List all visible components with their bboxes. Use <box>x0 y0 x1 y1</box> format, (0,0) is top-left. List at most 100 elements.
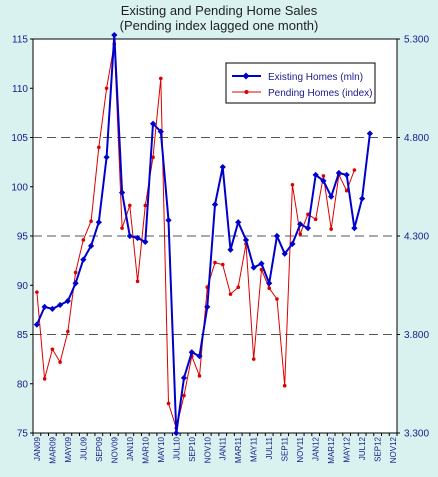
y-right-tick-label: 4.800 <box>404 133 429 144</box>
x-tick-label: JAN12 <box>312 436 321 461</box>
pending-point <box>151 155 155 159</box>
pending-point <box>42 377 47 381</box>
existing-point <box>111 31 118 39</box>
y-right-tick-label: 3.800 <box>404 330 429 341</box>
existing-point <box>126 232 133 240</box>
pending-point <box>321 174 326 178</box>
existing-point <box>149 120 157 127</box>
existing-point <box>258 260 265 267</box>
pending-point <box>97 145 101 150</box>
existing-point <box>157 128 164 135</box>
x-axis: JAN09 MAR09 MAY09 JUL09 SEP09 NOV09 JAN10 MAR10… <box>32 433 398 464</box>
pending-homes-line <box>36 43 355 430</box>
y-left-tick-label: 80 <box>17 379 29 390</box>
pending-point <box>143 203 148 208</box>
pending-point <box>236 285 241 290</box>
existing-point <box>211 201 219 208</box>
pending-point <box>158 76 163 81</box>
existing-point <box>289 240 296 247</box>
existing-point <box>227 246 234 253</box>
pending-point <box>73 270 78 275</box>
pending-point <box>251 357 256 361</box>
pending-point <box>329 227 333 231</box>
pending-point <box>135 279 140 284</box>
x-tick-label: NOV12 <box>389 436 398 463</box>
y-left-tick-label: 90 <box>17 281 29 292</box>
pending-point <box>267 286 272 291</box>
y-right-tick-label: 4.300 <box>404 232 429 243</box>
existing-point <box>103 154 110 161</box>
y-left-tick-label: 75 <box>17 429 29 440</box>
pending-point <box>344 188 349 193</box>
x-tick-label: MAY10 <box>157 436 166 462</box>
pending-point <box>298 232 302 236</box>
x-tick-label: MAY12 <box>343 436 352 462</box>
existing-point <box>359 195 366 202</box>
x-tick-label: JAN09 <box>33 436 42 461</box>
existing-point <box>328 193 335 200</box>
existing-point <box>219 163 226 171</box>
y-left-tick-label: 85 <box>17 330 29 341</box>
x-tick-label: MAR10 <box>141 436 150 463</box>
x-tick-label: SEP11 <box>281 436 290 461</box>
left-axis: 75 80 85 90 95 100 105 110 115 <box>11 35 33 440</box>
pending-point <box>228 292 233 296</box>
x-tick-label: NOV09 <box>110 436 119 463</box>
x-tick-label: JUL09 <box>79 436 88 460</box>
y-left-tick-label: 100 <box>11 182 28 193</box>
pending-point <box>275 297 279 301</box>
pending-point <box>50 347 55 352</box>
legend-existing-label: Existing Homes (mln) <box>268 72 363 83</box>
x-tick-label: SEP10 <box>188 436 197 461</box>
pending-point <box>197 374 202 378</box>
right-axis: 3.300 3.800 4.300 4.800 5.300 <box>397 35 429 440</box>
pending-point <box>128 203 132 208</box>
x-tick-label: MAY11 <box>250 436 259 462</box>
x-tick-label: JUL11 <box>265 436 274 459</box>
pending-point <box>290 182 295 187</box>
pending-point <box>104 86 109 91</box>
chart-subtitle: (Pending index lagged one month) <box>120 18 319 33</box>
legend-box <box>225 62 376 104</box>
x-tick-label: MAR09 <box>48 436 57 463</box>
existing-point <box>95 219 102 226</box>
pending-point <box>352 168 357 172</box>
pending-point <box>58 360 62 364</box>
legend: Existing Homes (mln) Pending Homes (inde… <box>225 62 376 104</box>
x-tick-label: NOV11 <box>296 436 305 462</box>
existing-point <box>266 280 273 287</box>
existing-point <box>204 303 211 311</box>
chart-title: Existing and Pending Home Sales <box>121 3 318 18</box>
legend-pending-marker <box>244 90 249 94</box>
pending-point <box>166 401 171 406</box>
y-left-tick-label: 105 <box>11 133 28 144</box>
pending-point <box>220 262 225 267</box>
x-tick-label: SEP12 <box>374 436 383 461</box>
legend-pending-label: Pending Homes (index) <box>268 88 373 99</box>
pending-point <box>120 226 124 230</box>
pending-point <box>66 329 70 334</box>
existing-point <box>142 238 149 246</box>
pending-point <box>213 260 217 265</box>
x-tick-label: MAY09 <box>64 436 73 462</box>
pending-point <box>259 267 264 272</box>
y-right-tick-label: 3.300 <box>404 429 429 440</box>
x-tick-label: SEP09 <box>95 436 104 461</box>
pending-point <box>282 383 287 388</box>
pending-point <box>313 217 318 222</box>
pending-point <box>89 219 93 224</box>
pending-point <box>81 238 86 242</box>
x-tick-label: JUL12 <box>358 436 367 460</box>
existing-homes-line <box>35 35 371 434</box>
x-tick-label: MAR12 <box>327 436 336 463</box>
pending-point <box>182 393 186 398</box>
x-tick-label: NOV10 <box>203 436 212 463</box>
y-right-tick-label: 5.300 <box>404 35 429 46</box>
y-left-tick-label: 95 <box>17 232 29 243</box>
x-tick-label: MAR11 <box>234 436 243 463</box>
pending-point <box>35 290 39 294</box>
existing-point <box>41 303 48 311</box>
x-tick-label: JAN10 <box>126 436 135 461</box>
